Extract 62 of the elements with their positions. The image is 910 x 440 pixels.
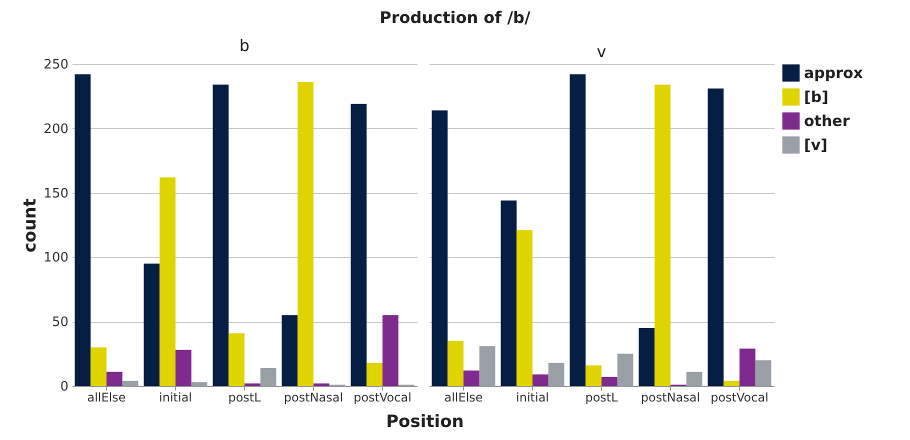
bar [479, 346, 496, 386]
bar [122, 380, 138, 386]
x-tick-label: postNasal [640, 390, 700, 404]
legend-label: [v] [804, 136, 828, 154]
bar [464, 370, 480, 386]
bar [366, 362, 382, 386]
bar [350, 104, 367, 386]
y-tick-label: 0 [60, 380, 68, 394]
bar [602, 376, 618, 386]
bar [298, 82, 314, 386]
x-tick-label: initial [516, 390, 549, 404]
chart-subtitle: v [596, 42, 606, 61]
bar [516, 230, 532, 386]
bar [570, 74, 586, 386]
bar [176, 350, 192, 386]
bar [282, 315, 298, 386]
y-tick-label: 150 [44, 186, 68, 202]
bar [755, 360, 772, 386]
bar [740, 348, 756, 386]
bar [74, 74, 91, 386]
y-tick-label: 200 [44, 122, 68, 137]
bar [686, 372, 702, 386]
bar [160, 177, 176, 386]
x-tick-label: postVocal [354, 390, 412, 404]
bar [654, 84, 670, 386]
bar [724, 380, 740, 386]
x-tick-label: allElse [444, 390, 483, 404]
x-tick-label: initial [159, 390, 192, 404]
bar [586, 365, 602, 386]
bar [191, 382, 208, 386]
bar [106, 372, 122, 386]
bar [244, 383, 260, 386]
legend-label: other [804, 112, 850, 130]
y-tick-label: 250 [44, 58, 68, 72]
x-axis-title: Position [385, 412, 465, 432]
x-tick-label: postL [228, 390, 262, 404]
bar [90, 347, 106, 386]
bar [228, 333, 244, 386]
bar [448, 340, 464, 386]
bar [708, 88, 724, 386]
bar [617, 354, 634, 386]
bar [638, 328, 655, 386]
bar [432, 110, 448, 386]
bar [314, 383, 330, 386]
text: Production of /b/ [378, 7, 532, 29]
x-tick-label: allElse [87, 390, 126, 404]
y-tick-label: 100 [44, 250, 68, 266]
bar [548, 362, 564, 386]
bar [144, 264, 160, 386]
y-axis-title: count [20, 198, 41, 253]
chart-subtitle: b [239, 36, 250, 55]
x-tick-label: postVocal [710, 390, 768, 404]
y-tick-label: 50 [52, 315, 68, 330]
x-tick-label: postNasal [284, 390, 344, 404]
bar [532, 374, 548, 386]
bar [500, 200, 517, 386]
bar [260, 368, 276, 386]
bar [382, 315, 398, 386]
bar [212, 84, 229, 386]
x-tick-label: postL [585, 390, 618, 404]
legend-label: approx [804, 64, 864, 82]
legend-label: [b] [804, 88, 828, 106]
